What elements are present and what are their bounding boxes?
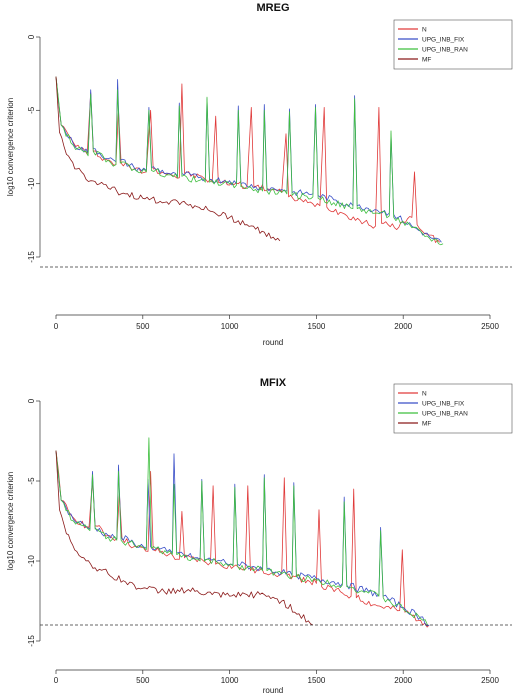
series-line-n [55,76,440,243]
y-tick-label: -10 [27,177,36,189]
x-tick-label: 2000 [394,322,412,331]
x-tick-label: 500 [136,322,150,331]
y-tick-label: -15 [27,251,36,263]
legend-label: N [422,391,427,398]
legend-box [393,19,513,70]
chart-title: MREG [257,2,290,14]
x-tick-label: 2500 [481,322,499,331]
x-tick-label: 2500 [481,676,499,685]
x-tick-label: 0 [54,322,59,331]
x-axis-label: round [263,338,283,347]
x-tick-label: 2000 [394,676,412,685]
chart-mreg: MREG 0 -5 -10 -15 0 500 1000 1500 2000 2… [6,2,513,347]
legend-box [393,383,513,434]
legend-label: UPG_INB_RAN [422,411,468,418]
x-axis-label: round [263,686,283,695]
series-layer [55,437,430,628]
chart-title: MFIX [260,377,287,389]
legend-label: UPG_INB_RAN [422,47,468,54]
y-tick-label: 0 [27,34,36,39]
legend-label: MF [422,421,431,428]
x-tick-label: 1500 [308,676,326,685]
legend-label: UPG_INB_FIX [422,401,465,408]
series-layer [55,76,444,246]
legend-label: N [422,27,427,34]
series-line-mf [55,76,281,242]
x-tick-label: 0 [54,676,59,685]
legend: N UPG_INB_FIX UPG_INB_RAN MF [393,383,513,434]
chart-mfix: MFIX 0 -5 -10 -15 0 500 1000 1500 2000 2… [6,377,513,695]
y-tick-label: -10 [27,555,36,567]
x-tick-label: 500 [136,676,150,685]
x-tick-label: 1000 [221,322,239,331]
series-line-upg-inb-fix [55,76,442,243]
series-line-mf [55,450,314,626]
y-tick-label: 0 [27,398,36,403]
series-line-upg-inb-ran [55,76,444,246]
x-tick-label: 1000 [221,676,239,685]
legend: N UPG_INB_FIX UPG_INB_RAN MF [393,19,513,70]
y-axis-label: log10 convergence criterion [6,98,15,196]
y-tick-label: -5 [27,106,36,114]
series-line-n [55,450,430,628]
x-tick-label: 1500 [308,322,326,331]
legend-label: UPG_INB_FIX [422,37,465,44]
y-tick-label: -5 [27,477,36,485]
y-axis-label: log10 convergence criterion [6,472,15,570]
y-tick-label: -15 [27,635,36,647]
series-line-upg-inb-ran [55,437,428,626]
legend-label: MF [422,57,431,64]
